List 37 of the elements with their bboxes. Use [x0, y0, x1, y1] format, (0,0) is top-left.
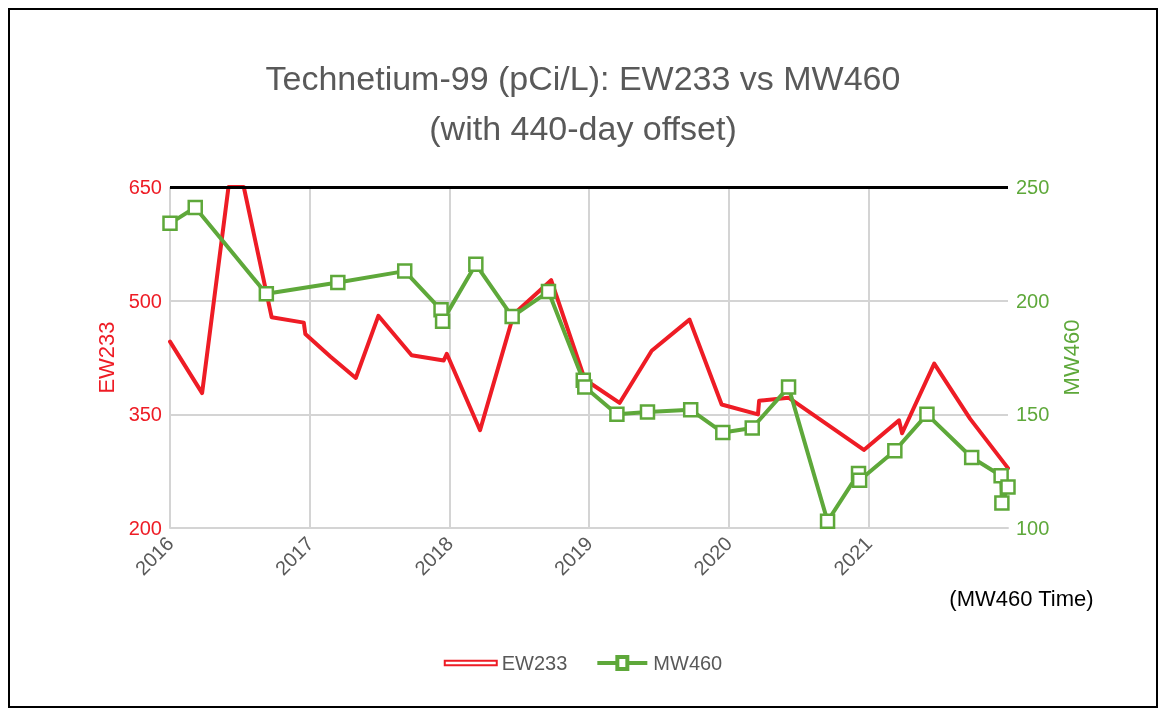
point — [1000, 479, 1016, 495]
point — [187, 199, 203, 216]
y-axis-title: EW233 — [94, 321, 120, 394]
point — [396, 263, 413, 279]
point — [162, 215, 178, 232]
point — [258, 286, 275, 302]
point — [887, 442, 903, 459]
y2-tick-label: 100 — [1016, 517, 1050, 539]
y-tick-label: 350 — [128, 403, 162, 426]
point — [851, 472, 868, 489]
point — [994, 495, 1010, 511]
point — [468, 256, 484, 273]
point — [577, 379, 593, 395]
point — [780, 379, 797, 395]
y-tick-label: 500 — [128, 289, 162, 312]
point — [919, 406, 935, 423]
legend-label: MW460 — [653, 652, 723, 674]
chart-title: Technetium-99 (pCi/L): EW233 vs MW460 (with 440-day offset) — [265, 59, 901, 147]
point — [330, 274, 346, 291]
y-tick-label: 200 — [128, 517, 162, 539]
y2-tick-label: 250 — [1016, 176, 1050, 198]
legend-label: EW233 — [501, 652, 568, 674]
point — [682, 402, 699, 418]
point — [715, 424, 731, 441]
point — [609, 406, 625, 423]
point — [434, 313, 451, 329]
point — [504, 308, 520, 325]
point — [744, 420, 760, 436]
y2-tick-label: 150 — [1016, 403, 1050, 426]
point — [540, 283, 557, 300]
point — [639, 404, 656, 420]
text: (MW460 Time) — [949, 585, 1094, 611]
point — [819, 513, 836, 529]
y-tick-label: 650 — [128, 176, 162, 198]
y2-axis-title: MW460 — [1058, 319, 1084, 396]
point — [963, 449, 980, 466]
y2-tick-label: 200 — [1016, 289, 1050, 312]
